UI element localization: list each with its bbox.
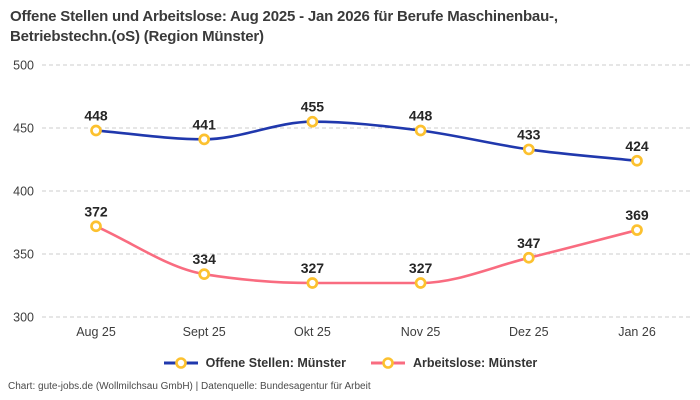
data-point-label: 448 bbox=[409, 107, 433, 123]
y-tick-label: 500 bbox=[13, 58, 34, 72]
data-point-label: 347 bbox=[517, 234, 541, 250]
data-point-label: 369 bbox=[625, 207, 649, 223]
line-marker-icon bbox=[163, 356, 198, 369]
series-line-0 bbox=[94, 119, 639, 162]
line-chart: 500 450 400 350 300 Aug 25 Sept 25 Okt 25 Nov 25… bbox=[13, 58, 690, 339]
y-tick-label: 350 bbox=[13, 247, 34, 261]
data-point-label: 327 bbox=[409, 259, 433, 275]
y-tick-label: 300 bbox=[13, 310, 34, 324]
data-point-label: 327 bbox=[301, 259, 325, 275]
data-point-marker[interactable] bbox=[306, 115, 319, 128]
x-tick-label: Dez 25 bbox=[509, 325, 549, 339]
x-tick-label: Nov 25 bbox=[401, 325, 441, 339]
data-point-label: 441 bbox=[193, 116, 217, 132]
x-tick-label: Sept 25 bbox=[183, 325, 226, 339]
chart-title: Offene Stellen und Arbeitslose: Aug 2025… bbox=[10, 8, 558, 46]
data-point-marker[interactable] bbox=[306, 276, 319, 289]
data-point-label: 372 bbox=[84, 203, 108, 219]
data-point-marker[interactable] bbox=[414, 276, 427, 289]
data-point-label: 424 bbox=[625, 137, 649, 153]
x-tick-label: Aug 25 bbox=[76, 325, 116, 339]
data-point-marker[interactable] bbox=[198, 132, 211, 145]
data-point-marker[interactable] bbox=[631, 154, 643, 167]
x-tick-label: Okt 25 bbox=[294, 325, 331, 339]
data-point-label: 433 bbox=[517, 126, 541, 142]
data-point-marker[interactable] bbox=[522, 143, 535, 155]
x-tick-label: Jan 26 bbox=[618, 325, 656, 339]
data-point-marker[interactable] bbox=[414, 124, 427, 136]
series-line-1 bbox=[94, 224, 639, 284]
data-point-marker[interactable] bbox=[90, 219, 102, 232]
legend-label-offene-stellen: Offene Stellen: Münster bbox=[205, 355, 346, 370]
data-point-label: 455 bbox=[301, 98, 325, 114]
data-point-marker[interactable] bbox=[631, 223, 643, 236]
y-tick-label: 450 bbox=[13, 121, 34, 135]
data-point-marker[interactable] bbox=[522, 251, 535, 264]
data-point-label: 334 bbox=[193, 251, 217, 267]
line-marker-icon bbox=[370, 356, 405, 369]
y-tick-label: 400 bbox=[13, 184, 34, 198]
data-point-marker[interactable] bbox=[198, 267, 211, 280]
legend: Offene Stellen: Münster Arbeitslose: Mün… bbox=[0, 356, 700, 370]
data-point-label: 448 bbox=[84, 107, 108, 123]
legend-item-arbeitslose[interactable]: Arbeitslose: Münster bbox=[370, 356, 537, 370]
data-point-marker[interactable] bbox=[90, 124, 102, 136]
footer-credit: Chart: gute-jobs.de (Wollmilchsau GmbH) … bbox=[8, 380, 371, 392]
legend-item-offene-stellen[interactable]: Offene Stellen: Münster bbox=[163, 356, 346, 370]
legend-label-arbeitslose: Arbeitslose: Münster bbox=[412, 355, 538, 370]
